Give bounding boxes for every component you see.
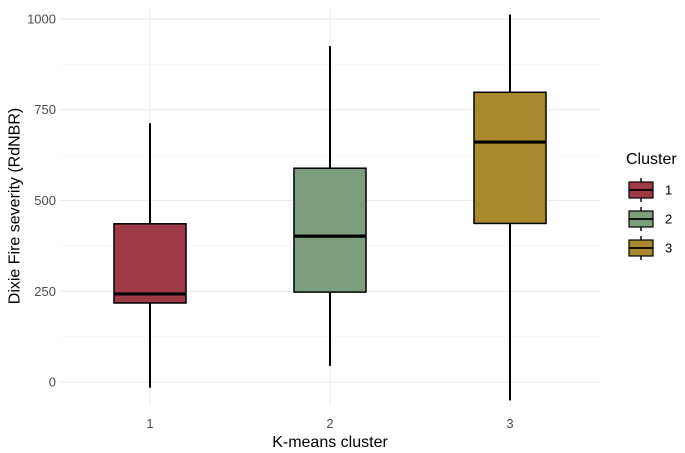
x-axis-ticks: 1 2 3 xyxy=(146,416,513,431)
legend-key-2 xyxy=(628,207,654,231)
legend-key-1 xyxy=(628,178,654,202)
legend-label: 2 xyxy=(665,212,672,227)
box-iqr xyxy=(113,223,187,304)
y-tick-label: 1000 xyxy=(27,11,56,26)
box-iqr xyxy=(293,167,367,293)
y-tick-label: 750 xyxy=(34,102,56,117)
legend-label: 1 xyxy=(665,183,672,198)
box-cluster-1 xyxy=(113,123,187,388)
legend-label: 3 xyxy=(665,241,672,256)
box-cluster-3 xyxy=(473,14,547,401)
x-tick-label: 3 xyxy=(506,416,513,431)
x-axis-title: K-means cluster xyxy=(272,434,388,451)
y-tick-label: 250 xyxy=(34,284,56,299)
box-iqr xyxy=(473,91,547,225)
x-tick-label: 2 xyxy=(326,416,333,431)
legend-key-3 xyxy=(628,236,654,260)
boxes xyxy=(113,14,547,401)
y-axis-title: Dixie Fire severity (RdNBR) xyxy=(7,108,24,304)
y-axis-ticks: 0 250 500 750 1000 xyxy=(27,11,56,389)
legend-title: Cluster xyxy=(626,151,677,168)
x-tick-label: 1 xyxy=(146,416,153,431)
box-cluster-2 xyxy=(293,46,367,366)
y-tick-label: 500 xyxy=(34,193,56,208)
legend: Cluster 1 2 3 xyxy=(626,151,677,260)
y-tick-label: 0 xyxy=(49,375,56,390)
